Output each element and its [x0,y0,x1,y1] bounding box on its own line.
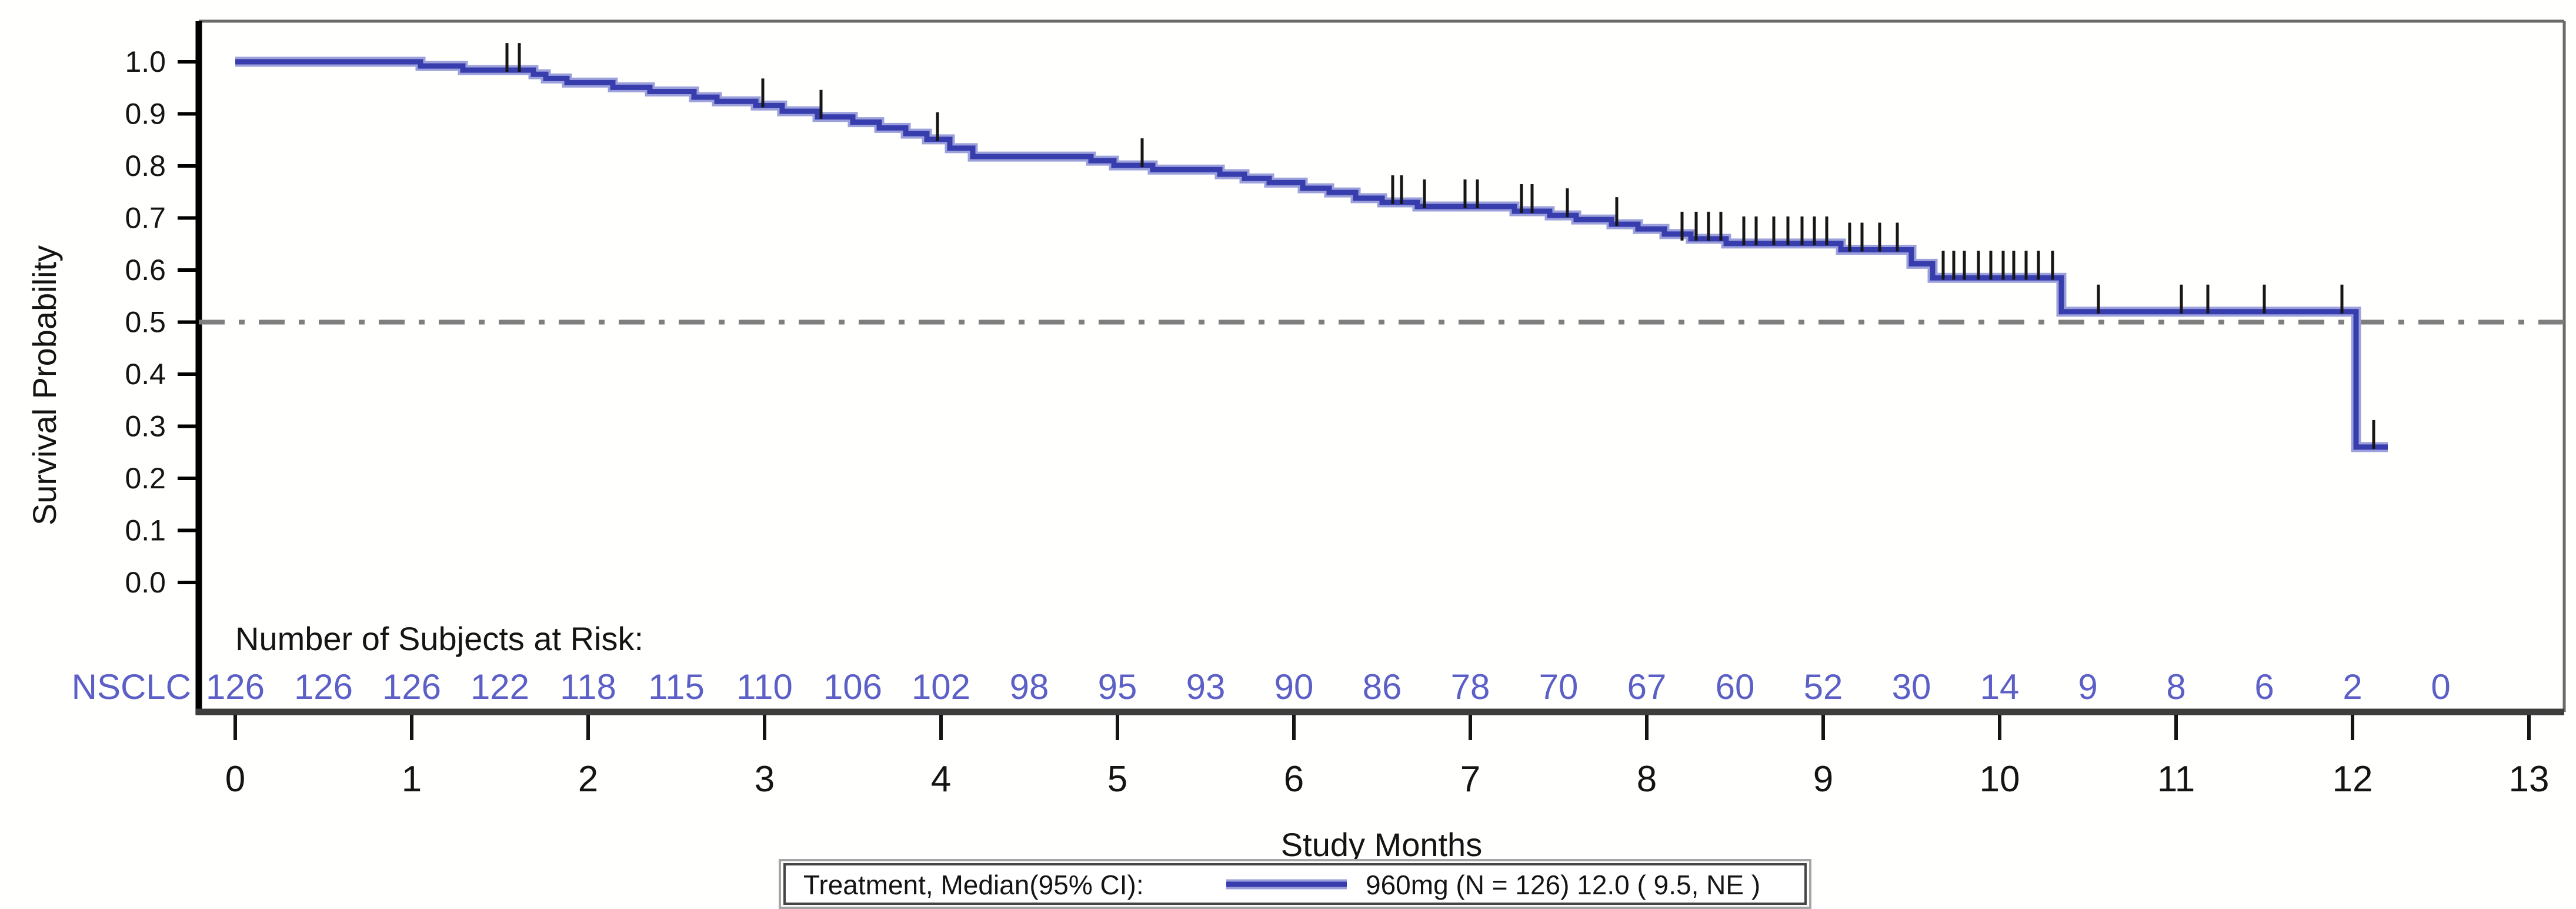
at-risk-count: 30 [1892,667,1931,707]
at-risk-count: 95 [1098,667,1137,707]
at-risk-count: 93 [1186,667,1226,707]
x-tick-label: 2 [578,759,598,800]
at-risk-count: 70 [1539,667,1579,707]
x-tick-label: 0 [225,759,245,800]
at-risk-count: 2 [2343,667,2362,707]
y-tick-label: 0.6 [125,254,166,287]
at-risk-counts: 126 126 126 122 118 115 110 106 102 98 95 93 90 86 78 7… [206,667,2451,707]
at-risk-group-label: NSCLC [72,667,191,707]
legend-entry: 960mg (N = 126) 12.0 ( 9.5, NE ) [1366,870,1760,900]
at-risk-count: 9 [2078,667,2097,707]
x-tick-label: 7 [1460,759,1480,800]
legend: Treatment, Median(95% CI): 960mg (N = 12… [779,859,1811,909]
x-tick-label: 3 [755,759,775,800]
survival-curve [235,56,2388,452]
x-tick-label: 6 [1284,759,1304,800]
at-risk-count: 102 [912,667,970,707]
x-tick-label: 12 [2333,759,2373,800]
y-tick-label: 0.7 [125,202,166,235]
at-risk-count: 118 [560,667,616,707]
at-risk-heading: Number of Subjects at Risk: [235,620,643,657]
y-axis-ticks: 1.0 0.9 0.8 0.7 0.6 0.5 0.4 0.3 0.2 0.1 0.0 [125,45,199,599]
y-tick-label: 0.0 [125,566,166,599]
at-risk-count: 106 [823,667,882,707]
survival-curve-line [235,59,2388,450]
at-risk-count: 8 [2166,667,2185,707]
y-tick-label: 0.8 [125,149,166,182]
y-tick-label: 0.1 [125,514,166,547]
y-tick-label: 0.5 [125,306,166,339]
at-risk-count: 86 [1363,667,1402,707]
at-risk-count: 52 [1804,667,1843,707]
at-risk-count: 90 [1274,667,1314,707]
censor-marks [505,43,2375,449]
x-axis-title: Study Months [1281,826,1482,863]
y-tick-label: 0.4 [125,358,166,391]
x-tick-label: 5 [1107,759,1127,800]
x-axis-ticks: 0 1 2 3 4 5 6 7 8 9 10 11 12 13 [225,715,2550,800]
x-tick-label: 13 [2509,759,2550,800]
y-axis-title: Survival Probability [26,245,63,525]
legend-title: Treatment, Median(95% CI): [803,870,1144,900]
y-tick-label: 0.9 [125,98,166,131]
survival-curve-halo [235,56,2388,452]
at-risk-count: 122 [471,667,529,707]
y-tick-label: 1.0 [125,45,166,78]
at-risk-count: 110 [736,667,793,707]
x-tick-label: 9 [1813,759,1833,800]
x-tick-label: 11 [2157,759,2195,800]
at-risk-count: 126 [206,667,265,707]
plot-frame [195,19,2566,715]
at-risk-count: 67 [1627,667,1667,707]
at-risk-count: 14 [1980,667,2020,707]
at-risk-count: 126 [294,667,353,707]
at-risk-count: 6 [2254,667,2274,707]
x-tick-label: 4 [931,759,951,800]
at-risk-count: 98 [1010,667,1049,707]
at-risk-count: 78 [1451,667,1490,707]
x-tick-label: 10 [1980,759,2020,800]
y-tick-label: 0.2 [125,462,166,495]
x-tick-label: 1 [402,759,422,800]
at-risk-count: 0 [2431,667,2450,707]
at-risk-count: 60 [1716,667,1755,707]
at-risk-count: 126 [382,667,441,707]
y-tick-label: 0.3 [125,410,166,443]
at-risk-count: 115 [648,667,705,707]
x-tick-label: 8 [1637,759,1657,800]
